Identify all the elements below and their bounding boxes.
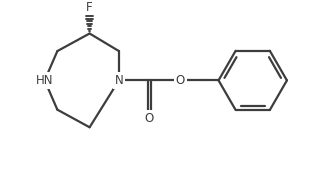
Text: F: F bbox=[86, 1, 93, 14]
Text: N: N bbox=[115, 74, 123, 87]
Text: O: O bbox=[144, 112, 154, 125]
Text: HN: HN bbox=[36, 74, 53, 87]
Text: O: O bbox=[176, 74, 185, 87]
